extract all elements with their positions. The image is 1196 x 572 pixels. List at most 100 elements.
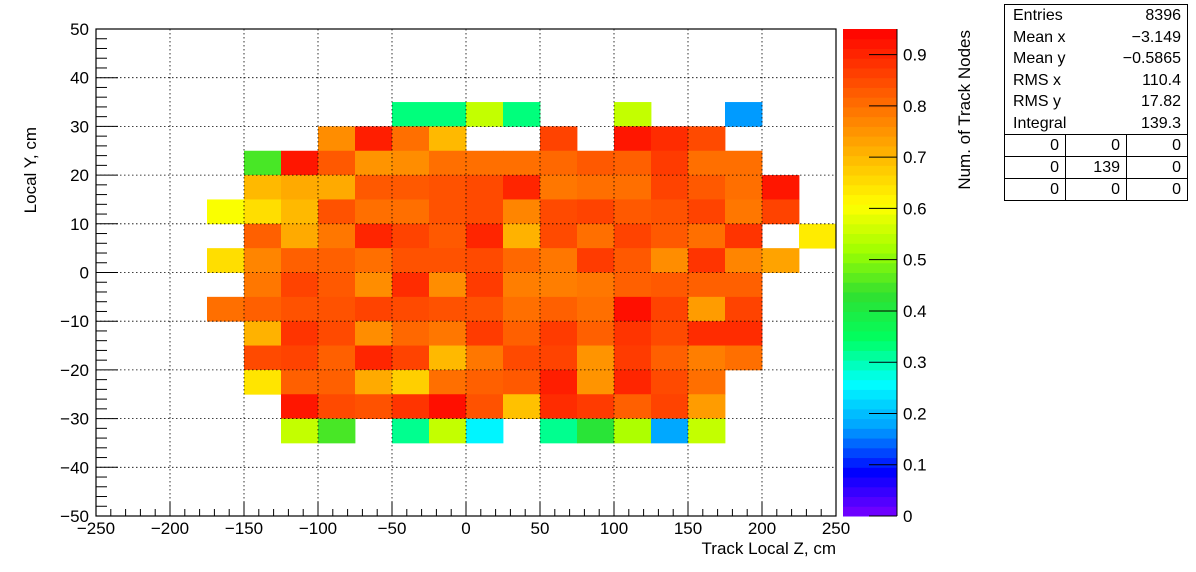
heatmap-cell <box>244 296 282 322</box>
heatmap-cell <box>466 223 504 249</box>
heatmap-cell <box>355 248 393 273</box>
stats-value: 110.4 <box>1142 71 1181 89</box>
y-tick-label: 50 <box>70 20 89 39</box>
x-tick-label: −100 <box>299 519 337 538</box>
heatmap-cell <box>466 369 504 395</box>
y-tick-label: −50 <box>60 507 89 526</box>
color-bar-band <box>843 360 897 371</box>
y-tick-label: −10 <box>60 312 89 331</box>
x-tick-label: 250 <box>822 519 850 538</box>
heatmap-cell <box>725 175 763 200</box>
heatmap-cell <box>762 199 800 225</box>
color-bar-tick-label: 0.9 <box>903 46 927 65</box>
color-bar-band <box>843 223 897 235</box>
color-bar-band <box>843 29 897 40</box>
heatmap-cell <box>244 321 282 346</box>
heatmap-cell <box>281 296 319 322</box>
color-bar-band <box>843 262 897 273</box>
heatmap-cell <box>651 418 689 444</box>
heatmap-cell <box>725 102 763 127</box>
heatmap-cell <box>318 345 356 371</box>
color-bar-tick-label: 0.4 <box>903 302 927 321</box>
heatmap-cell <box>281 248 319 273</box>
heatmap-cell <box>614 296 652 322</box>
heatmap-cell <box>392 296 430 322</box>
heatmap-cell <box>244 199 282 225</box>
x-tick-label: −200 <box>151 519 189 538</box>
heatmap-cell <box>540 321 578 346</box>
heatmap-cell <box>281 272 319 298</box>
heatmap-cell <box>355 321 393 346</box>
stats-value: 8396 <box>1145 7 1181 24</box>
heatmap-cell <box>614 394 652 419</box>
heatmap-cell <box>392 150 430 176</box>
y-tick-label: −20 <box>60 361 89 380</box>
heatmap-cell <box>577 223 615 249</box>
stats-row: Entries 8396 <box>1005 5 1187 27</box>
heatmap-cell <box>429 296 467 322</box>
color-bar-band <box>843 204 897 215</box>
x-tick-label: 0 <box>461 519 470 538</box>
stats-grid-cell: 0 <box>1126 157 1187 178</box>
heatmap-cell <box>614 150 652 176</box>
heatmap-cell <box>651 126 689 152</box>
heatmap-cell <box>651 199 689 225</box>
heatmap-cell <box>281 418 319 444</box>
heatmap-cell <box>355 126 393 152</box>
heatmap-cell <box>392 199 430 225</box>
heatmap-cell <box>688 321 726 346</box>
x-tick-label: −250 <box>77 519 115 538</box>
heatmap-cell <box>392 394 430 419</box>
color-bar-band <box>843 399 897 410</box>
gridlines <box>96 29 836 516</box>
heatmap-cell <box>318 199 356 225</box>
color-bar-band <box>843 321 897 332</box>
heatmap-cell <box>577 345 615 371</box>
heatmap-cell <box>540 418 578 444</box>
y-tick-label: 10 <box>70 215 89 234</box>
heatmap-cell <box>355 345 393 371</box>
heatmap-cell <box>614 369 652 395</box>
heatmap-cell <box>318 296 356 322</box>
z-axis-label: Num. of Track Nodes <box>955 30 974 190</box>
heatmap-cell <box>318 272 356 298</box>
color-bar-band <box>843 243 897 254</box>
heatmap-cell <box>207 296 245 322</box>
heatmap-cell <box>577 321 615 346</box>
color-bar-band <box>843 165 897 176</box>
heatmap-cell <box>318 394 356 419</box>
color-bar-tick-label: 0.5 <box>903 251 927 270</box>
heatmap-cell <box>540 272 578 298</box>
stats-value: 139.3 <box>1140 114 1181 132</box>
heatmap-cell <box>392 248 430 273</box>
color-bar-band <box>843 457 897 468</box>
heatmap-cell <box>318 418 356 444</box>
heatmap-cell <box>540 223 578 249</box>
color-bar-band <box>843 233 897 244</box>
color-bar-band <box>843 418 897 429</box>
heatmap-cell <box>207 199 245 225</box>
heatmap-cell <box>688 199 726 225</box>
heatmap-cell <box>540 150 578 176</box>
color-bar-band <box>843 369 897 381</box>
heatmap-cell <box>688 394 726 419</box>
stats-value: 17.82 <box>1140 93 1181 110</box>
heatmap-cell <box>688 126 726 152</box>
stats-box: Entries 8396 Mean x −3.149 Mean y −0.5865 RMS … <box>1004 4 1188 201</box>
color-bar-band <box>843 194 897 205</box>
heatmap-cell <box>651 248 689 273</box>
heatmap-cell <box>614 272 652 298</box>
stats-grid-cell: 0 <box>1065 179 1126 200</box>
heatmap-cell <box>466 394 504 419</box>
x-tick-label: −150 <box>225 519 263 538</box>
heatmap-cell <box>392 223 430 249</box>
color-bar-band <box>843 116 897 127</box>
heatmap-cell <box>577 248 615 273</box>
heatmap-cell <box>244 175 282 200</box>
heatmap-cell <box>540 369 578 395</box>
heatmap-cell <box>503 296 541 322</box>
heatmap-cell <box>503 150 541 176</box>
stats-grid-cell: 0 <box>1050 137 1059 154</box>
color-bar-tick-label: 0 <box>903 507 912 526</box>
heatmap-cell <box>688 272 726 298</box>
